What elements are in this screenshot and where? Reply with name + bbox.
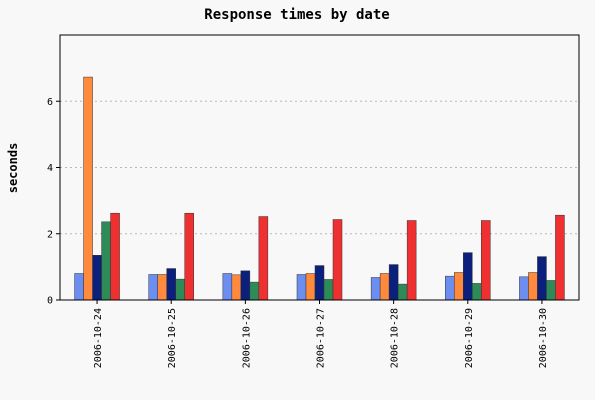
bar [148, 274, 158, 301]
bar [110, 212, 120, 301]
bar [397, 283, 408, 301]
bar [240, 270, 251, 301]
x-tick-label: 2006-10-24 [93, 308, 104, 368]
y-tick-label: 0 [47, 296, 53, 307]
bar [406, 220, 417, 301]
bar [314, 265, 325, 301]
bar [166, 268, 176, 301]
y-tick-label: 6 [47, 97, 53, 108]
chart-title: Response times by date [204, 7, 389, 23]
bar [379, 273, 390, 301]
bar [258, 216, 269, 301]
y-tick-label: 2 [47, 229, 53, 240]
bar [537, 256, 547, 301]
bar [463, 252, 473, 301]
y-tick-label: 4 [47, 163, 53, 174]
gridlines [60, 100, 579, 235]
y-axis-label: seconds [6, 143, 20, 194]
bar [472, 283, 482, 301]
bar [332, 219, 343, 301]
bar [74, 273, 84, 301]
bar [184, 212, 194, 301]
bar [519, 276, 529, 301]
bar [83, 76, 93, 301]
bar [222, 273, 233, 301]
bar [157, 274, 167, 301]
y-axis-ticks: 0 2 4 6 [47, 97, 60, 307]
bar [175, 278, 185, 301]
bar [388, 264, 399, 301]
bar [249, 281, 260, 301]
x-tick-label: 2006-10-26 [241, 308, 252, 368]
bar [323, 279, 334, 301]
x-tick-label: 2006-10-30 [538, 308, 549, 368]
x-tick-label: 2006-10-25 [167, 308, 178, 368]
bar [454, 272, 464, 301]
x-tick-label: 2006-10-27 [316, 308, 327, 368]
bar [546, 280, 556, 301]
bar [92, 255, 102, 301]
bar [305, 273, 316, 301]
x-tick-label: 2006-10-29 [464, 308, 475, 368]
bar [481, 220, 491, 301]
bars [74, 76, 565, 301]
bar [528, 272, 538, 301]
bar [231, 274, 242, 301]
x-tick-label: 2006-10-28 [390, 308, 401, 368]
bar [296, 274, 307, 301]
bar [555, 214, 565, 301]
bar [101, 221, 111, 301]
x-axis-ticks: 2006-10-24 2006-10-25 2006-10-26 2006-10-27… [93, 300, 549, 368]
bar [370, 277, 381, 301]
bar [445, 275, 455, 301]
